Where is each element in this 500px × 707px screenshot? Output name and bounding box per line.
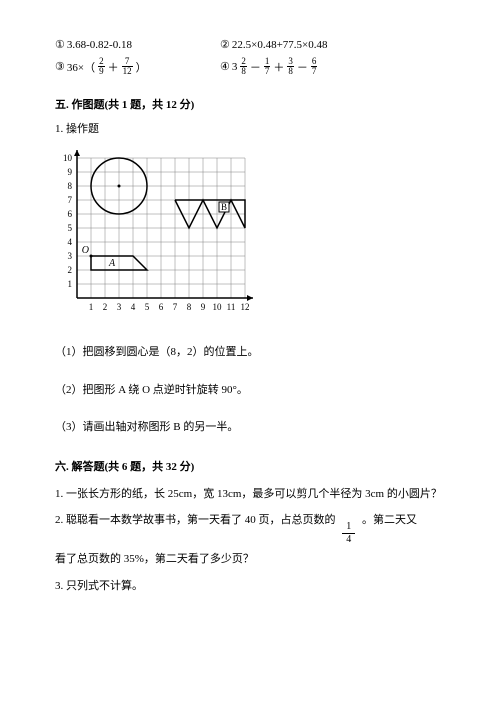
section-5-sub2: （2）把图形 A 绕 O 点逆时针旋转 90°。 (55, 381, 445, 401)
section-6-q3: 3. 只列式不计算。 (55, 574, 445, 598)
marker-1: ① (55, 38, 65, 51)
svg-text:11: 11 (227, 302, 236, 312)
equation-2: ② 22.5×0.48+77.5×0.48 (220, 38, 328, 51)
svg-text:3: 3 (68, 251, 73, 261)
eq4-frac3: 38 (287, 57, 294, 76)
section-5-sub3: （3）请画出轴对称图形 B 的另一半。 (55, 418, 445, 438)
svg-text:8: 8 (68, 181, 73, 191)
svg-text:3: 3 (117, 302, 122, 312)
svg-text:7: 7 (68, 195, 73, 205)
svg-text:9: 9 (201, 302, 206, 312)
equation-4: ④ 3 28 － 17 ＋ 38 － 67 (220, 57, 318, 76)
svg-text:2: 2 (68, 265, 73, 275)
svg-text:4: 4 (131, 302, 136, 312)
eq4-frac4: 67 (311, 57, 318, 76)
svg-text:5: 5 (68, 223, 73, 233)
svg-text:5: 5 (145, 302, 150, 312)
marker-4: ④ (220, 60, 230, 73)
svg-text:7: 7 (173, 302, 178, 312)
eq4-frac2: 17 (264, 57, 271, 76)
marker-3: ③ (55, 60, 65, 73)
section-6-q1: 1. 一张长方形的纸，长 25cm，宽 13cm，最多可以剪几个半径为 3cm … (55, 482, 445, 506)
svg-text:O: O (82, 245, 89, 256)
svg-text:10: 10 (213, 302, 223, 312)
section-6-q2-line2: 看了总页数的 35%，第二天看了多少页？ (55, 547, 445, 571)
svg-text:B: B (221, 202, 227, 212)
eq4-frac1: 28 (240, 57, 247, 76)
svg-text:A: A (108, 258, 116, 269)
section-6-q2-line1: 2. 聪聪看一本数学故事书，第一天看了 40 页，占总页数的 1 4 。第二天又 (55, 508, 445, 545)
equation-3: ③ 36×（ 2 9 ＋ 7 12 ） (55, 57, 220, 76)
svg-text:10: 10 (63, 153, 73, 163)
expr-2: 22.5×0.48+77.5×0.48 (232, 39, 328, 51)
section-6-title: 六. 解答题(共 6 题，共 32 分) (55, 458, 445, 474)
section-5-q1: 1. 操作题 (55, 120, 445, 140)
equation-1: ① 3.68-0.82-0.18 (55, 38, 220, 51)
q2-fraction: 1 4 (342, 522, 355, 545)
svg-text:2: 2 (103, 302, 108, 312)
svg-text:6: 6 (68, 209, 73, 219)
svg-text:12: 12 (241, 302, 250, 312)
svg-text:9: 9 (68, 167, 73, 177)
svg-text:1: 1 (68, 279, 73, 289)
svg-text:4: 4 (68, 237, 73, 247)
svg-text:1: 1 (89, 302, 94, 312)
eq3-suffix: ） (136, 59, 147, 75)
eq3-prefix: 36×（ (67, 59, 95, 75)
svg-text:8: 8 (187, 302, 192, 312)
svg-text:6: 6 (159, 302, 164, 312)
eq3-frac1: 2 9 (98, 57, 105, 76)
marker-2: ② (220, 38, 230, 51)
section-5-title: 五. 作图题(共 1 题，共 12 分) (55, 96, 445, 112)
section-5-sub1: （1）把圆移到圆心是（8，2）的位置上。 (55, 343, 445, 363)
expr-1: 3.68-0.82-0.18 (67, 39, 132, 51)
grid-diagram: 12345678910111212345678910AOB (55, 150, 255, 325)
eq3-frac2: 7 12 (122, 57, 133, 76)
